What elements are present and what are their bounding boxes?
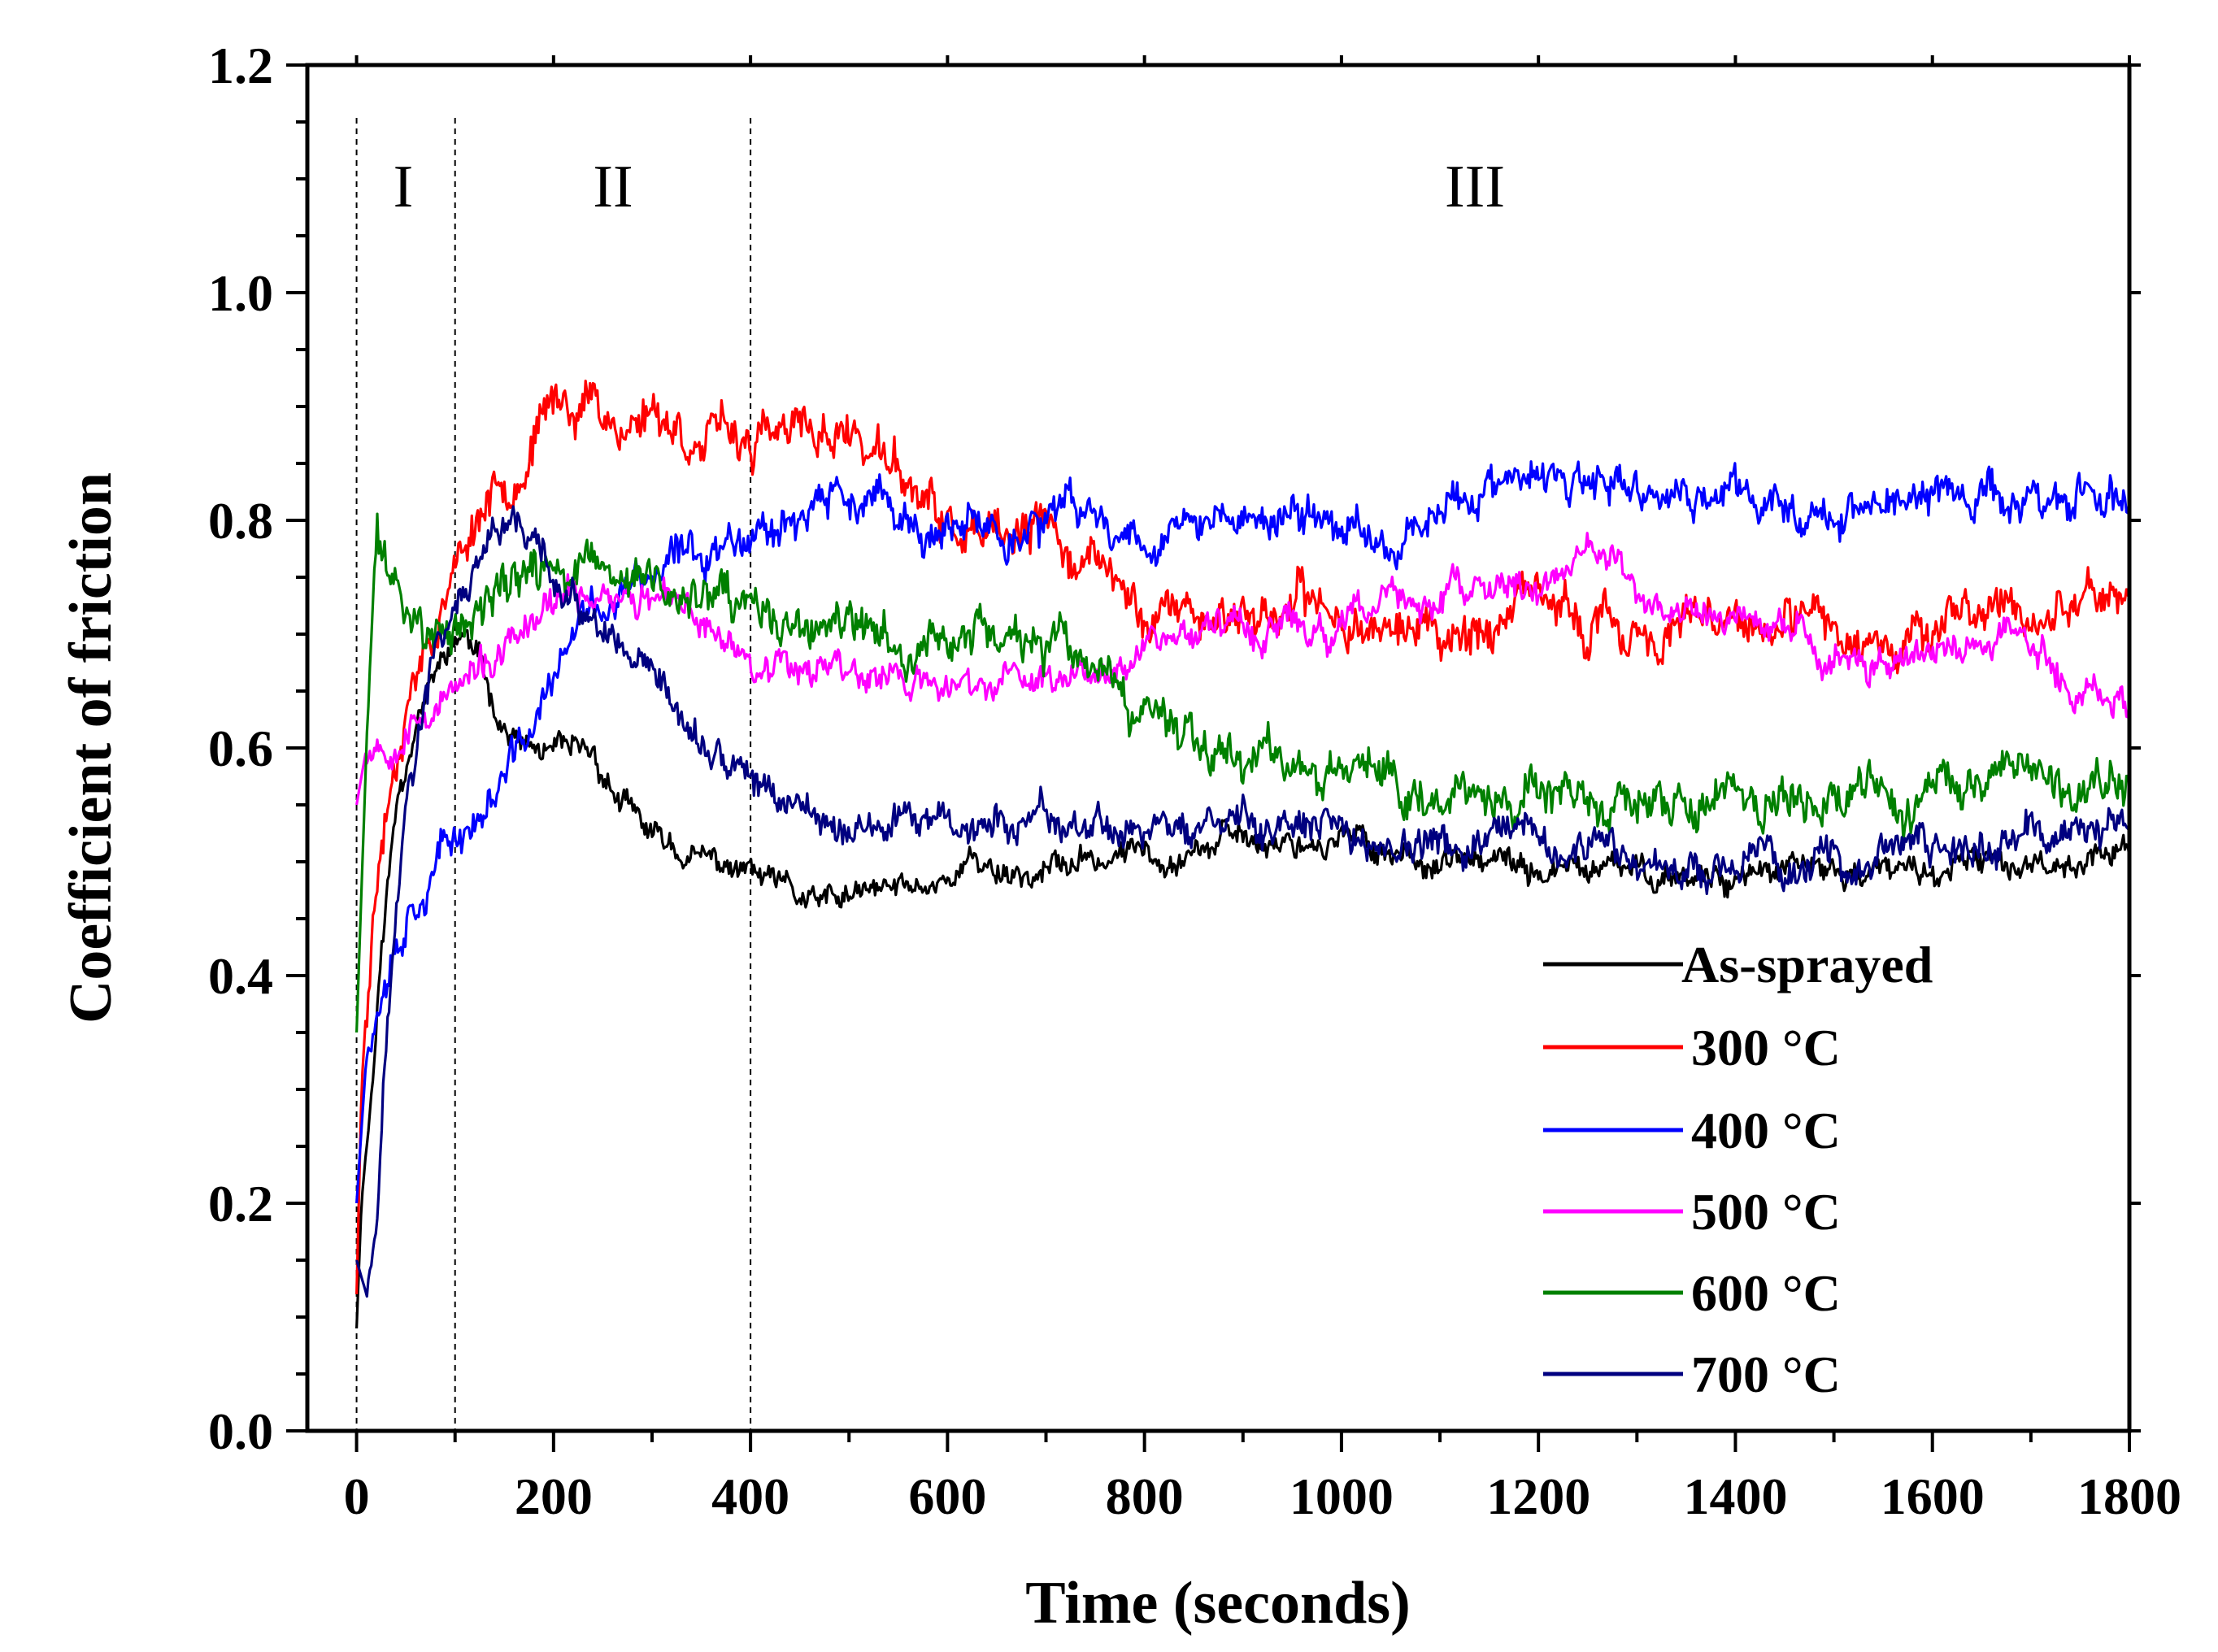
y-tick-label: 1.0 <box>208 264 273 322</box>
x-tick-label: 400 <box>711 1467 789 1525</box>
y-tick-label: 0.0 <box>208 1402 273 1460</box>
x-axis-title: Time (seconds) <box>1025 1570 1410 1637</box>
y-tick-label: 0.2 <box>208 1175 273 1232</box>
series-line-as-sprayed <box>355 628 2131 1329</box>
x-tick-label: 1800 <box>2077 1467 2181 1525</box>
series-line-500-c <box>355 532 2131 806</box>
x-tick-label: 0 <box>344 1467 370 1525</box>
region-dividers <box>355 118 752 1431</box>
y-tick-label: 0.6 <box>208 719 273 777</box>
x-tick-label: 1400 <box>1683 1467 1787 1525</box>
x-tick-label: 1200 <box>1486 1467 1590 1525</box>
y-axis-title: Coefficient of friction <box>58 472 124 1024</box>
x-tick-label: 1000 <box>1289 1467 1394 1525</box>
series-line-700-c <box>355 505 2131 1298</box>
y-tick-label: 0.8 <box>208 492 273 550</box>
region-label-ii: II <box>593 154 633 220</box>
legend-label-300c: 300 °C <box>1691 1019 1841 1076</box>
series-line-300-c <box>355 379 2131 1295</box>
axis-ticks: 0 200 400 600 800 1000 1200 1400 1600 1800 0.0 0.2 0… <box>208 37 2181 1525</box>
x-tick-label: 200 <box>515 1467 593 1525</box>
x-tick-label: 1600 <box>1881 1467 1985 1525</box>
legend-label-700c: 700 °C <box>1691 1346 1841 1403</box>
y-tick-label: 1.2 <box>208 37 273 94</box>
y-tick-label: 0.4 <box>208 947 273 1005</box>
series-line-600-c <box>355 512 2131 1033</box>
legend-label-400c: 400 °C <box>1691 1102 1841 1159</box>
x-tick-label: 600 <box>908 1467 986 1525</box>
legend-label-500c: 500 °C <box>1691 1183 1841 1241</box>
region-label-iii: III <box>1445 154 1505 220</box>
series-line-400-c <box>355 460 2131 1204</box>
legend-label-600c: 600 °C <box>1691 1264 1841 1322</box>
legend-label-as-sprayed: As-sprayed <box>1681 936 1933 993</box>
legend: As-sprayed 300 °C 400 °C 500 °C 600 °C 7… <box>1543 936 1933 1403</box>
region-label-i: I <box>394 154 414 220</box>
plot-series <box>355 379 2131 1329</box>
x-tick-label: 800 <box>1106 1467 1184 1525</box>
